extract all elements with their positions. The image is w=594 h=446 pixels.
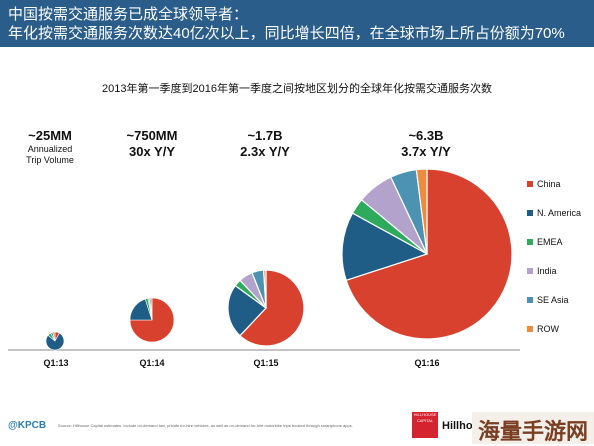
quarter-label: Q1:14 — [139, 358, 165, 368]
chart-title: 2013年第一季度到2016年第一季度之间按地区划分的全球年化按需交通服务次数 — [102, 83, 492, 95]
legend-swatch — [527, 326, 533, 332]
stat-growth: 2.3x Y/Y — [240, 144, 290, 159]
stat-q1-13: ~25MM Annualized Trip Volume — [10, 128, 90, 166]
stat-sub1: Annualized — [27, 144, 73, 154]
quarter-label: Q1:15 — [253, 358, 279, 368]
legend-label: EMEA — [537, 237, 563, 247]
hillhouse-logo: HILLHOUSE CAPITAL — [412, 412, 438, 438]
pie-slice-q1-15-row — [262, 269, 267, 309]
pie-slice-q1-16-china — [345, 168, 513, 340]
legend-swatch — [527, 210, 533, 216]
pie-slice-q1-13-row — [52, 331, 56, 342]
stat-q1-15: ~1.7B 2.3x Y/Y — [225, 128, 305, 160]
pie-slice-q1-16-n-america — [341, 212, 429, 282]
stat-growth: 30x Y/Y — [128, 144, 176, 159]
legend-label: ROW — [537, 324, 559, 334]
stat-volume: ~6.3B — [408, 128, 444, 143]
legend-label: N. America — [537, 208, 582, 218]
pie-slice-q1-15-n-america — [227, 284, 267, 337]
stat-volume: ~25MM — [28, 128, 72, 143]
quarter-label: Q1:16 — [414, 358, 440, 368]
pie-slice-q1-16-row — [415, 168, 428, 255]
stat-q1-14: ~750MM 30x Y/Y — [112, 128, 192, 160]
header-line-2: 年化按需交通服务次数达40亿次以上，同比增长四倍，在全球市场上所占份额为70% — [8, 25, 565, 42]
kpcb-handle: @KPCB — [8, 420, 47, 431]
stat-volume: ~1.7B — [247, 128, 283, 143]
logo-small-text: HILLHOUSE CAPITAL — [413, 412, 437, 423]
stat-growth: 3.7x Y/Y — [401, 144, 451, 159]
legend-label: China — [537, 179, 561, 189]
stat-q1-16: ~6.3B 3.7x Y/Y — [386, 128, 466, 160]
legend-swatch — [527, 181, 533, 187]
legend-label: SE Asia — [537, 295, 569, 305]
legend-swatch — [527, 239, 533, 245]
pie-slice-q1-14-row — [150, 297, 153, 321]
header-banner: 中国按需交通服务已成全球领导者： 年化按需交通服务次数达40亿次以上，同比增长四… — [0, 0, 594, 47]
stat-volume: ~750MM — [126, 128, 178, 143]
stat-sub2: Trip Volume — [26, 155, 74, 165]
quarter-label: Q1:13 — [43, 358, 69, 368]
legend-swatch — [527, 268, 533, 274]
legend-swatch — [527, 297, 533, 303]
hillhouse-name: Hillhou — [442, 420, 480, 432]
watermark-box — [472, 412, 594, 444]
watermark-text: 海量手游网 — [478, 420, 589, 445]
pie-slice-q1-15-china — [239, 269, 305, 347]
legend-label: India — [537, 266, 557, 276]
source-footnote: Source: Hillhouse Capital estimates. Inc… — [58, 423, 353, 428]
header-line-1: 中国按需交通服务已成全球领导者： — [8, 6, 249, 23]
